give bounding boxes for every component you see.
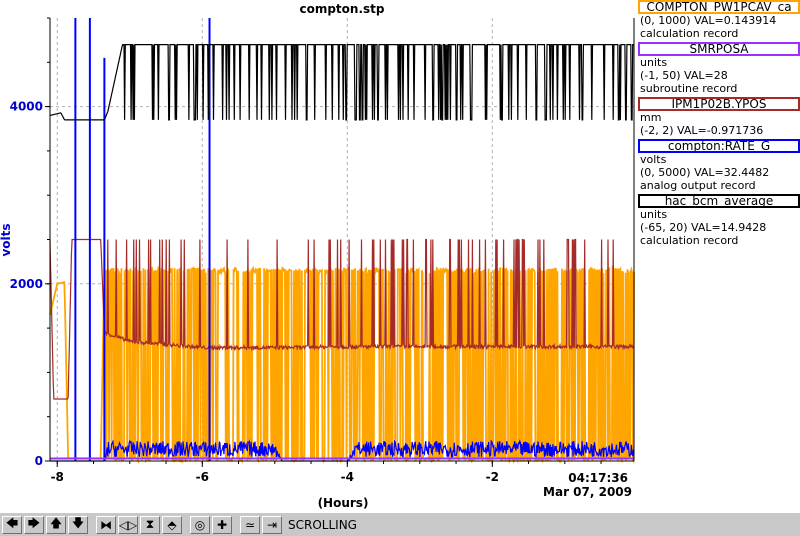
legend-series-name[interactable]: hac_bcm_average <box>638 194 800 208</box>
series-line <box>49 238 635 400</box>
legend-range-value: (-65, 20) VAL=14.9428 <box>640 221 767 234</box>
series-compton-pw1pcav-ca <box>49 265 635 465</box>
legend-units: units <box>640 208 668 221</box>
scroll-right-button[interactable]: 🡆 <box>24 515 44 534</box>
y-tick-label: 0 <box>35 454 43 468</box>
legend-record-type: calculation record <box>640 234 739 247</box>
legend-units: units <box>640 56 668 69</box>
series-line <box>49 44 634 121</box>
series-line <box>49 265 635 465</box>
chart-title: compton.stp <box>299 2 384 16</box>
series-hac-bcm-average <box>49 44 634 121</box>
legend-units: volts <box>640 153 667 166</box>
legend-series-name[interactable]: IPM1P02B.YPOS <box>638 97 800 111</box>
toolbar: 🡄 🡆 🡅 🡇 ⧓ ◁▷ ⧗ ⬘ ◎ ✚ ≃ ⇥ SCROLLING <box>0 512 800 536</box>
zoom-out-horizontal-button[interactable]: ◁▷ <box>118 515 138 534</box>
series-layer <box>49 18 635 465</box>
axes: 0 2000 4000 -8 -6 -4 -2 <box>10 17 635 484</box>
y-axis-label: volts <box>0 223 13 256</box>
autoscale-button[interactable]: ◎ <box>190 515 210 534</box>
legend-range-value: (0, 5000) VAL=32.4482 <box>640 166 770 179</box>
x-axis-label: (Hours) <box>318 496 369 510</box>
legend-series-name[interactable]: compton:RATE_G <box>638 139 800 153</box>
series-compton-rate-g <box>50 18 635 462</box>
y-tick-label: 2000 <box>10 277 43 291</box>
legend-series-name[interactable]: COMPTON_PW1PCAV_ca <box>638 0 800 14</box>
y-tick-label: 4000 <box>10 100 43 114</box>
legend-units: mm <box>640 111 662 124</box>
x-tick-label: -4 <box>341 470 354 484</box>
go-to-end-button[interactable]: ⇥ <box>262 515 282 534</box>
zoom-out-vertical-button[interactable]: ⬘ <box>162 515 182 534</box>
zoom-in-vertical-button[interactable]: ⧗ <box>140 515 160 534</box>
scroll-up-button[interactable]: 🡅 <box>46 515 66 534</box>
legend-record-type: analog output record <box>640 179 756 192</box>
x-tick-label: -2 <box>486 470 499 484</box>
legend: COMPTON_PW1PCAV_ca (0, 1000) VAL=0.143914… <box>638 0 800 247</box>
legend-series-name[interactable]: SMRPOSA <box>638 42 800 56</box>
status-text: SCROLLING <box>288 517 357 532</box>
legend-range-value: (0, 1000) VAL=0.143914 <box>640 14 777 27</box>
end-time-label: 04:17:36 <box>568 471 628 485</box>
add-signal-button[interactable]: ✚ <box>212 515 232 534</box>
scroll-left-button[interactable]: 🡄 <box>2 515 22 534</box>
zoom-in-horizontal-button[interactable]: ⧓ <box>96 515 116 534</box>
x-tick-label: -8 <box>51 470 64 484</box>
legend-record-type: subroutine record <box>640 82 738 95</box>
end-date-label: Mar 07, 2009 <box>543 485 632 499</box>
scroll-down-button[interactable]: 🡇 <box>68 515 88 534</box>
legend-range-value: (-2, 2) VAL=-0.971736 <box>640 124 764 137</box>
series-ipm1p02b-ypos <box>49 238 635 400</box>
legend-record-type: calculation record <box>640 27 739 40</box>
legend-range-value: (-1, 50) VAL=28 <box>640 69 728 82</box>
x-tick-label: -6 <box>196 470 209 484</box>
scroll-mode-button[interactable]: ≃ <box>240 515 260 534</box>
strip-chart: compton.stp 0 2000 4000 -8 -6 -4 -2 volts (Hou… <box>0 2 635 510</box>
